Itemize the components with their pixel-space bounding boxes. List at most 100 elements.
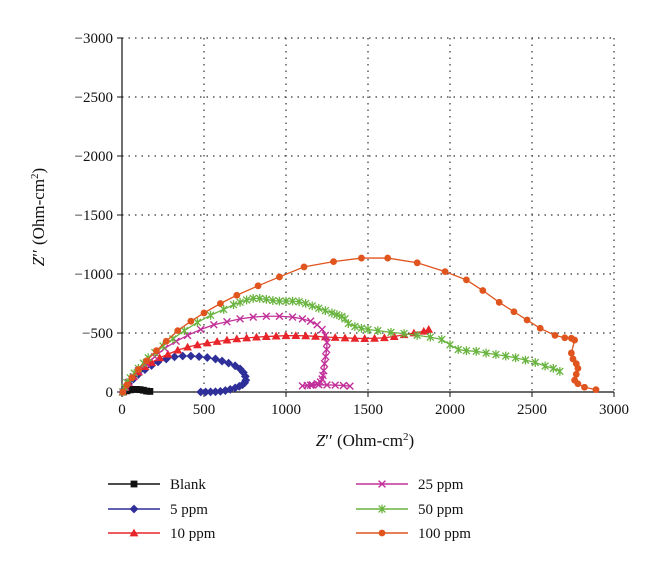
data-point-25-ppm	[298, 314, 307, 323]
series-10-ppm	[118, 325, 434, 396]
data-point-100-ppm	[441, 268, 449, 276]
data-point-5-ppm	[194, 352, 204, 361]
legend-marker-10-ppm	[129, 528, 139, 537]
data-point-25-ppm	[323, 338, 331, 347]
data-point-100-ppm	[384, 254, 392, 262]
data-point-100-ppm	[119, 388, 127, 396]
data-point-10-ppm	[311, 331, 320, 340]
x-tick-label: 1500	[353, 402, 383, 418]
data-point-25-ppm	[249, 313, 258, 321]
data-point-5-ppm	[170, 352, 179, 362]
data-point-50-ppm	[521, 355, 530, 365]
data-point-50-ppm	[301, 299, 310, 308]
data-point-50-ppm	[531, 358, 540, 367]
y-tick-label: −2500	[75, 90, 113, 106]
data-point-10-ppm	[173, 345, 183, 354]
data-point-100-ppm	[413, 259, 421, 267]
data-point-10-ppm	[380, 333, 389, 342]
data-point-5-ppm	[230, 383, 240, 393]
data-point-10-ppm	[212, 337, 222, 345]
data-point-50-ppm	[337, 312, 346, 321]
legend-marker-100-ppm	[378, 529, 386, 537]
legend-label-50-ppm: 50 ppm	[418, 502, 464, 518]
data-point-10-ppm	[232, 334, 242, 343]
data-point-5-ppm	[217, 356, 227, 366]
data-point-100-ppm	[574, 380, 582, 388]
data-point-25-ppm	[275, 312, 284, 321]
data-point-5-ppm	[186, 351, 196, 361]
data-point-25-ppm	[298, 381, 307, 390]
legend-item-10-ppm: 10 ppm	[108, 526, 216, 542]
data-point-10-ppm	[424, 325, 434, 333]
data-point-25-ppm	[262, 312, 271, 321]
data-point-50-ppm	[332, 310, 341, 320]
data-point-50-ppm	[426, 332, 435, 342]
data-point-5-ppm	[234, 381, 244, 391]
data-point-100-ppm	[479, 287, 487, 294]
data-point-50-ppm	[413, 330, 422, 340]
y-tick-label: −3000	[75, 31, 113, 47]
data-point-5-ppm	[211, 387, 220, 397]
data-point-100-ppm	[128, 374, 136, 382]
x-axis-title: Z′′ (Ohm-cm2)	[316, 431, 414, 450]
data-point-50-ppm	[351, 322, 359, 331]
data-point-10-ppm	[281, 331, 291, 340]
data-point-50-ppm	[446, 340, 454, 350]
legend-item-blank: Blank	[108, 477, 206, 493]
legend-label-25-ppm: 25 ppm	[418, 477, 464, 493]
series-50-ppm	[118, 294, 564, 397]
data-point-10-ppm	[271, 331, 281, 340]
data-point-100-ppm	[123, 381, 131, 389]
legend-label-blank: Blank	[170, 477, 206, 493]
data-point-10-ppm	[291, 331, 301, 339]
data-point-5-ppm	[224, 358, 233, 368]
data-point-50-ppm	[328, 308, 336, 318]
data-point-50-ppm	[295, 297, 303, 307]
legend-marker-blank	[130, 480, 138, 488]
data-point-50-ppm	[482, 348, 490, 358]
data-point-10-ppm	[183, 342, 192, 351]
data-point-50-ppm	[229, 300, 238, 310]
data-point-25-ppm	[288, 313, 297, 321]
data-point-100-ppm	[300, 263, 308, 271]
data-point-50-ppm	[556, 366, 564, 376]
data-point-5-ppm	[196, 387, 206, 397]
series-100-ppm	[119, 254, 600, 396]
data-point-100-ppm	[143, 357, 151, 365]
axis-labels: Z′′ (Ohm-cm2) Z′′ (Ohm-cm2)	[29, 168, 414, 450]
data-point-50-ppm	[549, 364, 558, 373]
y-tick-label: −2000	[75, 149, 113, 165]
data-point-50-ppm	[219, 305, 228, 314]
data-point-50-ppm	[269, 296, 277, 305]
data-point-50-ppm	[288, 296, 297, 306]
data-point-50-ppm	[341, 314, 349, 324]
data-point-100-ppm	[254, 282, 262, 290]
data-point-5-ppm	[225, 385, 235, 394]
data-point-100-ppm	[572, 370, 580, 378]
data-point-100-ppm	[233, 291, 241, 299]
y-tick-label: 0	[106, 385, 114, 401]
data-point-25-ppm	[236, 314, 244, 323]
legend-marker-5-ppm	[129, 504, 139, 514]
data-point-100-ppm	[330, 258, 337, 266]
data-point-100-ppm	[536, 324, 544, 332]
legend-item-25-ppm: 25 ppm	[356, 477, 464, 493]
data-point-50-ppm	[492, 350, 500, 359]
x-tick-label: 500	[193, 402, 216, 418]
data-point-50-ppm	[462, 346, 471, 356]
data-point-25-ppm	[314, 380, 323, 389]
data-point-50-ppm	[275, 296, 284, 306]
axes: 0 500 1000 1500 2000 2500 3000 0 −500 −1000 −1500 −…	[75, 31, 629, 418]
data-point-100-ppm	[217, 300, 224, 307]
data-point-50-ppm	[193, 317, 202, 327]
data-point-100-ppm	[581, 383, 588, 391]
data-point-blank	[146, 388, 154, 395]
data-point-100-ppm	[523, 316, 531, 324]
data-point-10-ppm	[147, 358, 156, 366]
data-point-25-ppm	[320, 359, 329, 368]
data-point-100-ppm	[567, 349, 575, 357]
data-point-50-ppm	[541, 361, 549, 371]
data-point-50-ppm	[400, 329, 408, 338]
data-point-25-ppm	[209, 320, 218, 329]
